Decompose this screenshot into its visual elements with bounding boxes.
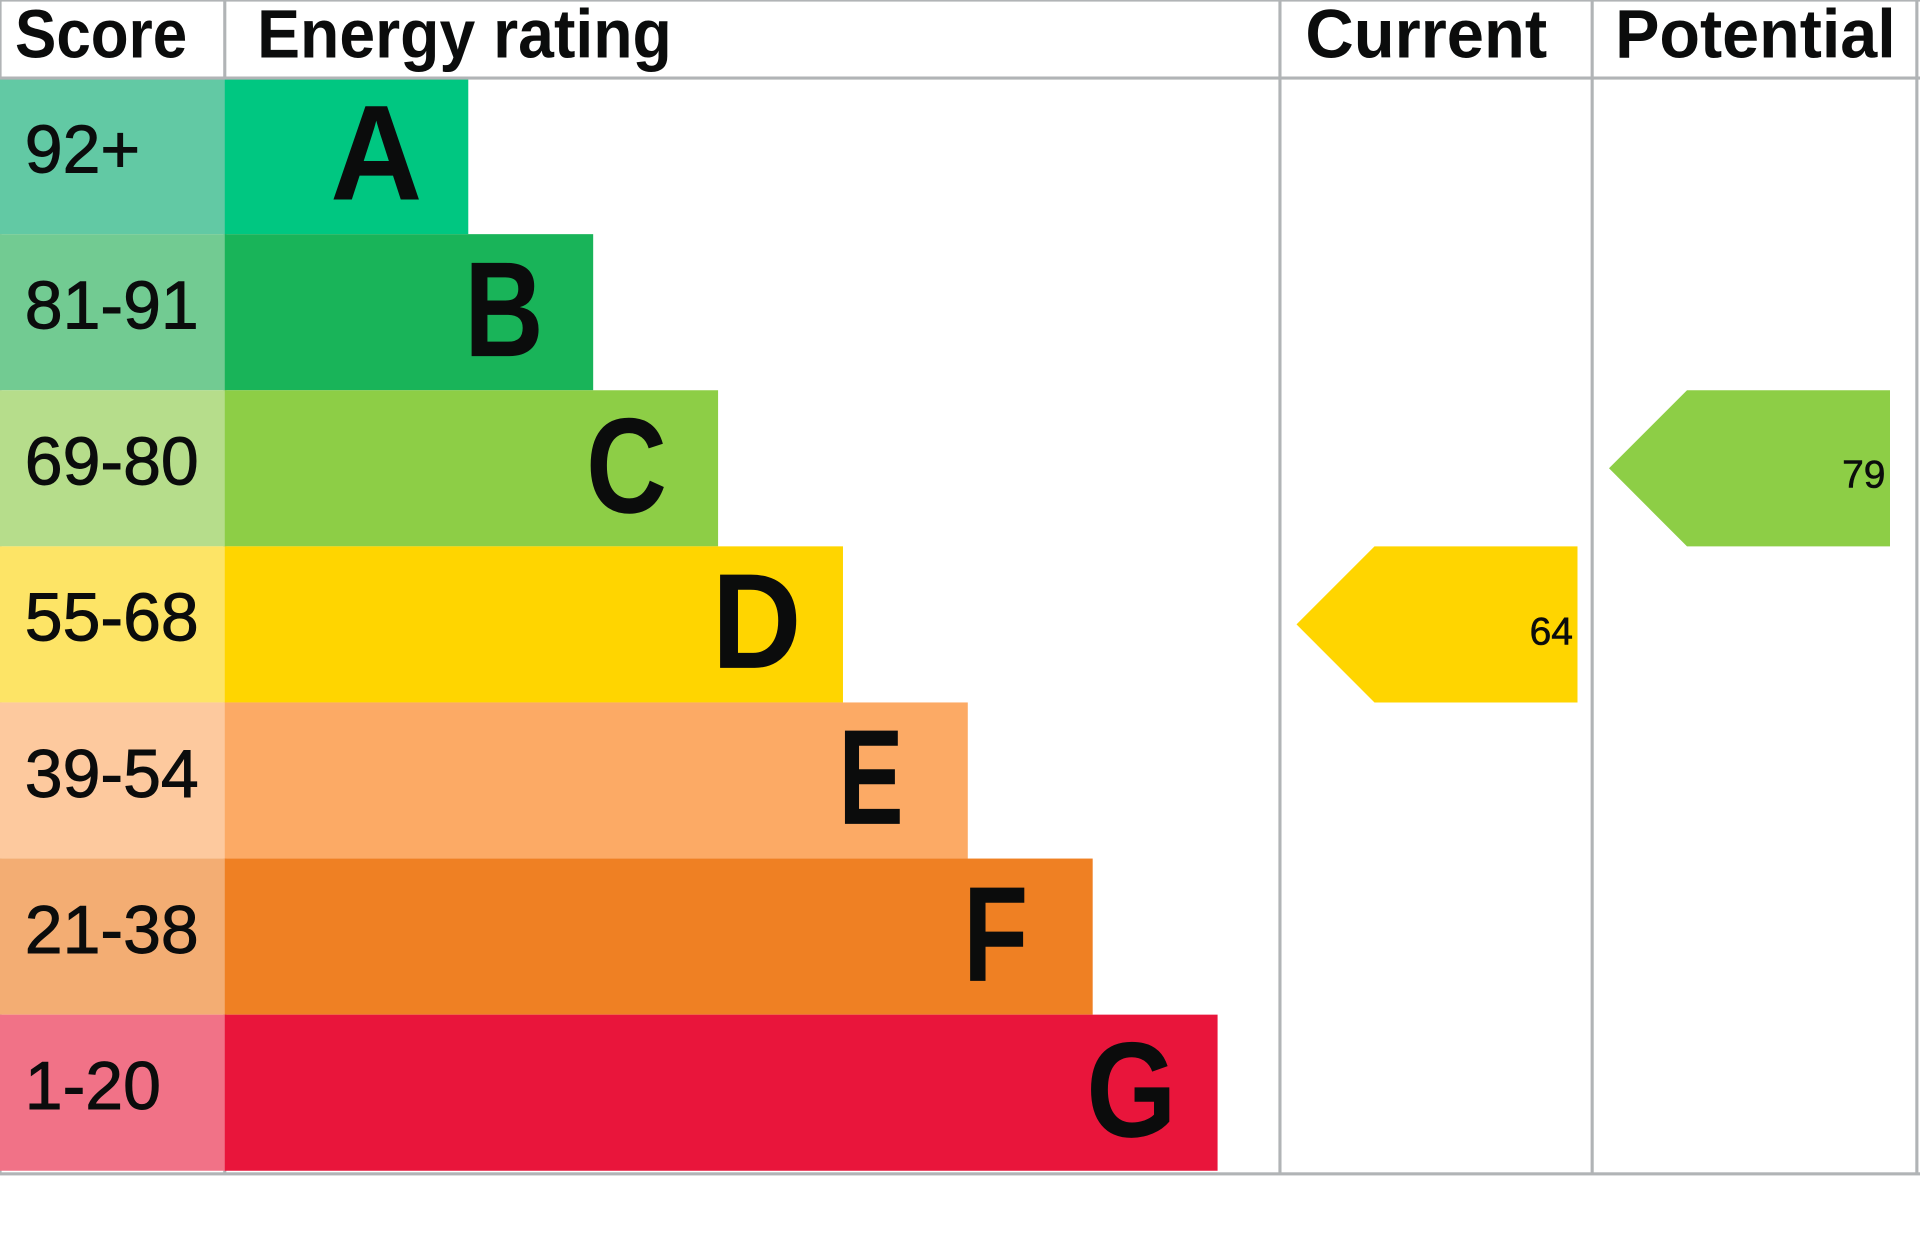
svg-text:Score: Score	[15, 0, 187, 72]
svg-text:C: C	[586, 391, 667, 541]
svg-text:A: A	[330, 77, 422, 228]
svg-text:B: B	[464, 234, 543, 386]
svg-text:F: F	[963, 859, 1028, 1010]
svg-text:D: D	[712, 545, 802, 697]
svg-text:1-20: 1-20	[25, 1048, 161, 1124]
svg-text:79: 79	[1842, 453, 1885, 496]
svg-text:81-91: 81-91	[25, 268, 199, 344]
svg-text:64: 64	[1530, 610, 1573, 653]
svg-text:E: E	[838, 702, 903, 853]
svg-text:55-68: 55-68	[25, 580, 199, 656]
svg-text:92+: 92+	[25, 111, 140, 187]
svg-text:21-38: 21-38	[25, 892, 199, 968]
svg-text:Potential: Potential	[1615, 0, 1896, 73]
svg-text:69-80: 69-80	[25, 424, 199, 500]
svg-text:G: G	[1086, 1014, 1176, 1165]
svg-text:39-54: 39-54	[25, 736, 199, 812]
svg-text:Current: Current	[1305, 0, 1547, 73]
svg-text:Energy rating: Energy rating	[257, 0, 672, 73]
